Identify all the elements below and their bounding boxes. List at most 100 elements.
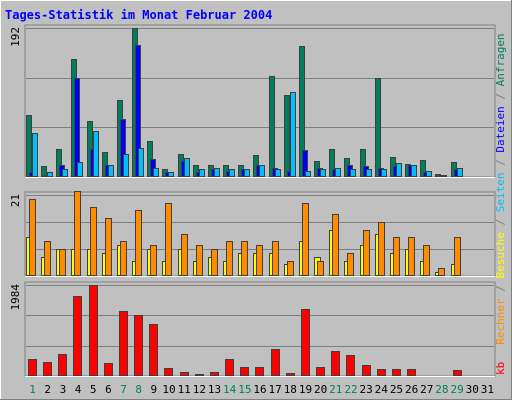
- bar-Anfragen-day-17: [269, 76, 275, 177]
- bar-kb-day-6: [104, 363, 113, 376]
- bar-Rechner-day-27: [423, 245, 430, 276]
- bar-Rechner-day-9: [150, 245, 157, 276]
- bar-Seiten-day-4: [77, 162, 83, 177]
- bar-kb-day-29: [453, 370, 462, 376]
- legend-entry-8: /: [494, 86, 507, 106]
- bar-Seiten-day-6: [108, 165, 114, 177]
- legend-entry-1: Rechner: [494, 298, 507, 345]
- legend-entry-2: /: [494, 279, 507, 299]
- x-label-day: 23: [360, 383, 373, 396]
- x-label-day: 22: [344, 383, 357, 396]
- bar-Dateien-day-4: [74, 78, 80, 177]
- bar-Seiten-day-19: [305, 171, 311, 177]
- bar-Rechner-day-22: [347, 253, 354, 276]
- bar-Seiten-day-25: [396, 163, 402, 177]
- series-kb: [28, 285, 462, 376]
- bar-kb-day-11: [180, 372, 189, 376]
- x-label-day: 4: [75, 383, 82, 396]
- x-label-day: 5: [90, 383, 97, 396]
- bar-kb-day-15: [240, 367, 249, 376]
- bar-kb-day-20: [316, 367, 325, 376]
- panel-middle: [24, 191, 496, 277]
- x-label-day: 21: [329, 383, 342, 396]
- series-Seiten: [32, 92, 463, 177]
- bar-kb-day-17: [271, 349, 280, 376]
- bar-Rechner-day-10: [165, 203, 172, 276]
- x-label-day: 30: [466, 383, 479, 396]
- bar-kb-day-2: [43, 362, 52, 376]
- bar-Rechner-day-20: [317, 261, 324, 276]
- chart-title: Tages-Statistik im Monat Februar 2004: [5, 8, 272, 22]
- bar-Rechner-day-21: [332, 214, 339, 276]
- bar-Anfragen-day-24: [375, 78, 381, 177]
- y-max-label-bottom: 1984: [9, 284, 22, 311]
- bar-Rechner-day-12: [196, 245, 203, 276]
- bar-kb-day-8: [134, 315, 143, 376]
- legend-entry-0: kb: [494, 362, 507, 375]
- x-label-day: 28: [435, 383, 448, 396]
- bar-kb-day-9: [149, 324, 158, 376]
- x-label-day: 13: [208, 383, 221, 396]
- x-label-day: 26: [405, 383, 418, 396]
- bar-Rechner-day-8: [135, 210, 142, 276]
- x-label-day: 14: [223, 383, 237, 396]
- bar-Rechner-day-18: [287, 261, 294, 276]
- bar-Anfragen-day-18: [284, 95, 290, 177]
- legend-entry-5: Seiten: [494, 173, 507, 213]
- bar-kb-day-26: [407, 369, 416, 376]
- bar-Seiten-day-17: [275, 169, 281, 177]
- legend-entry-4: /: [494, 212, 507, 232]
- bar-Rechner-day-23: [363, 230, 370, 276]
- bar-kb-day-14: [225, 359, 234, 376]
- bar-Seiten-day-24: [381, 169, 387, 177]
- bar-Seiten-day-26: [411, 165, 417, 177]
- bar-Seiten-day-7: [123, 154, 129, 177]
- bar-Rechner-day-2: [44, 241, 51, 276]
- bar-Seiten-day-11: [184, 158, 190, 177]
- bar-Seiten-day-1: [32, 133, 38, 177]
- bar-Rechner-day-11: [181, 234, 188, 276]
- legend-entry-7: Dateien: [494, 106, 507, 152]
- x-label-day: 25: [390, 383, 403, 396]
- bar-Seiten-day-13: [214, 168, 220, 177]
- bar-kb-day-4: [73, 296, 82, 376]
- bar-kb-day-10: [164, 368, 173, 376]
- bar-Seiten-day-12: [199, 169, 205, 177]
- x-label-day: 29: [450, 383, 463, 396]
- x-label-day: 18: [284, 383, 297, 396]
- x-label-day: 27: [420, 383, 433, 396]
- x-label-day: 6: [105, 383, 112, 396]
- x-label-day: 1: [29, 383, 36, 396]
- bar-Seiten-day-18: [290, 92, 296, 177]
- bar-Seiten-day-15: [244, 169, 250, 177]
- x-label-day: 10: [162, 383, 175, 396]
- bar-Rechner-day-6: [105, 218, 112, 276]
- bar-Seiten-day-16: [259, 165, 265, 177]
- bar-Seiten-day-14: [229, 169, 235, 177]
- bar-kb-day-19: [301, 309, 310, 376]
- bar-Rechner-day-13: [211, 249, 218, 276]
- x-label-day: 24: [375, 383, 389, 396]
- x-label-day: 20: [314, 383, 327, 396]
- bar-Rechner-day-28: [438, 268, 445, 276]
- bar-kb-day-3: [58, 354, 67, 376]
- bar-Seiten-day-21: [335, 168, 341, 177]
- x-label-day: 3: [60, 383, 67, 396]
- bar-Rechner-day-16: [256, 245, 263, 276]
- bar-kb-day-5: [89, 285, 98, 376]
- bar-Rechner-day-14: [226, 241, 233, 276]
- bar-Seiten-day-22: [350, 169, 356, 177]
- x-axis-labels: 1 2 3 4 5 6 7 8 9 10 11 12 13 14 15 16 17 18 19 20 21 22 23 24 2…: [29, 383, 494, 396]
- x-label-day: 15: [238, 383, 251, 396]
- x-label-day: 11: [178, 383, 191, 396]
- bar-Seiten-day-29: [457, 168, 463, 177]
- bar-Rechner-day-19: [302, 203, 309, 276]
- series-Rechner: [29, 191, 461, 276]
- bar-Rechner-day-26: [408, 237, 415, 276]
- bar-Seiten-day-23: [366, 169, 372, 177]
- y-max-label-top: 192: [9, 27, 22, 47]
- bar-Seiten-day-2: [47, 172, 53, 177]
- bar-kb-day-7: [119, 311, 128, 376]
